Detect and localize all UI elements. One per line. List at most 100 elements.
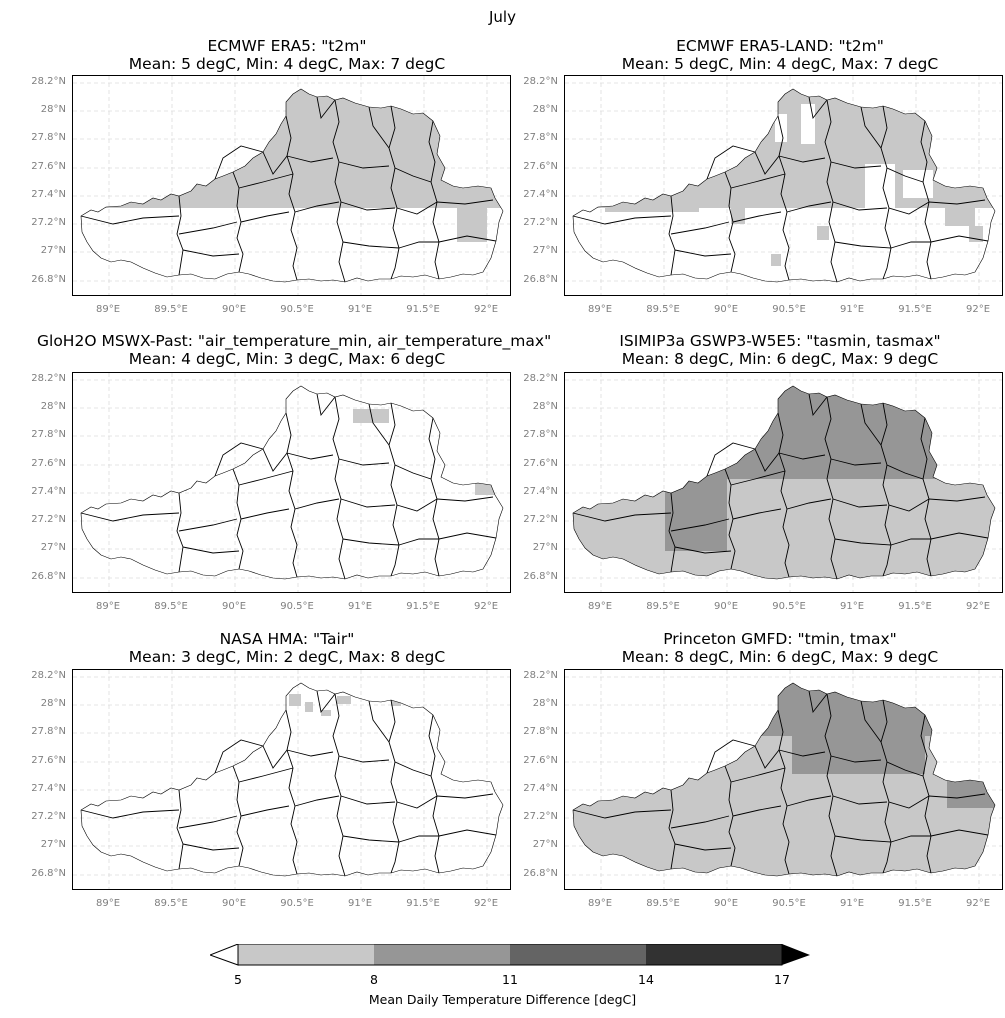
district-boundary bbox=[732, 805, 782, 817]
district-boundary bbox=[668, 789, 676, 870]
y-tick-label: 27.4°N bbox=[31, 486, 66, 497]
district-boundary bbox=[834, 241, 892, 249]
district-boundary bbox=[285, 412, 298, 578]
x-tick-label: 89.5°E bbox=[646, 898, 680, 909]
grid-cell bbox=[635, 736, 697, 774]
district-boundary bbox=[930, 235, 989, 243]
grid-cell bbox=[865, 164, 895, 210]
district-boundary bbox=[398, 241, 439, 249]
country-outline bbox=[572, 385, 996, 580]
x-tick-label: 90.5°E bbox=[772, 898, 806, 909]
y-tick-label: 27.4°N bbox=[31, 783, 66, 794]
district-boundary bbox=[754, 745, 780, 769]
y-tick-label: 26.8°N bbox=[523, 571, 558, 582]
district-boundary bbox=[388, 402, 400, 577]
map-svg bbox=[73, 373, 510, 592]
district-boundary bbox=[176, 195, 184, 276]
y-tick-label: 27.4°N bbox=[31, 189, 66, 200]
district-boundary bbox=[240, 211, 290, 223]
district-boundary bbox=[294, 498, 340, 510]
colorbar-tick: 14 bbox=[638, 972, 654, 987]
district-boundary bbox=[928, 793, 986, 799]
grid-cell bbox=[945, 208, 975, 226]
district-boundary bbox=[572, 215, 672, 225]
district-boundary bbox=[262, 448, 288, 472]
panel-stats: Mean: 5 degC, Min: 4 degC, Max: 7 degC bbox=[621, 55, 939, 73]
map-panel-hma: 28.2°N 28°N 27.8°N 27.6°N 27.4°N 27.2°N 27°N 26… bbox=[31, 669, 512, 919]
y-tick-label: 26.8°N bbox=[523, 274, 558, 285]
district-boundary bbox=[706, 145, 756, 180]
x-tick-label: 90.5°E bbox=[772, 304, 806, 315]
y-tick-label: 26.8°N bbox=[31, 274, 66, 285]
grid-cell bbox=[605, 208, 699, 212]
y-tick-label: 28°N bbox=[40, 401, 66, 412]
y-tick-label: 27.6°N bbox=[31, 755, 66, 766]
district-boundary bbox=[394, 464, 432, 480]
colorbar: 5 8 11 14 17 bbox=[208, 943, 810, 987]
y-tick-label: 28.2°N bbox=[523, 76, 558, 87]
district-boundary bbox=[388, 699, 400, 874]
district-boundary bbox=[214, 442, 264, 477]
district-boundary bbox=[930, 532, 989, 540]
district-boundary bbox=[670, 518, 730, 532]
district-boundary bbox=[674, 843, 732, 851]
map-svg bbox=[73, 670, 510, 889]
district-boundary bbox=[777, 412, 790, 578]
district-boundary bbox=[238, 173, 294, 189]
panel-name: ISIMIP3a GSWP3-W5E5: "tasmin, tasmax" bbox=[619, 332, 941, 350]
district-boundary bbox=[928, 496, 986, 502]
district-boundary bbox=[428, 714, 440, 874]
panel-title-era5: ECMWF ERA5: "t2m" Mean: 5 degC, Min: 4 d… bbox=[37, 37, 537, 73]
map-panel-era5land: 28.2°N 28°N 27.8°N 27.6°N 27.4°N 27.2°N 27°N 26… bbox=[523, 75, 1004, 325]
x-tick-label: 89.5°E bbox=[154, 601, 188, 612]
district-boundary bbox=[668, 195, 676, 276]
y-tick-label: 27.2°N bbox=[523, 217, 558, 228]
x-tick-label: 91°E bbox=[839, 601, 865, 612]
district-boundary bbox=[294, 795, 340, 807]
grid-cell bbox=[269, 688, 277, 710]
temperature-cells bbox=[573, 386, 995, 579]
district-boundary bbox=[316, 96, 336, 120]
x-tick-label: 90.5°E bbox=[280, 304, 314, 315]
panel-title-hma: NASA HMA: "Tair" Mean: 3 degC, Min: 2 de… bbox=[37, 630, 537, 666]
x-tick-label: 92°E bbox=[965, 898, 991, 909]
colorbar-tick: 17 bbox=[774, 972, 790, 987]
x-tick-label: 90°E bbox=[713, 304, 739, 315]
colorbar-bin-1 bbox=[238, 944, 374, 965]
district-boundary bbox=[176, 492, 184, 573]
district-boundary bbox=[332, 693, 346, 877]
district-boundary bbox=[182, 843, 240, 851]
grid-cell bbox=[745, 98, 757, 120]
district-boundary bbox=[396, 498, 438, 512]
x-tick-label: 91.5°E bbox=[406, 304, 440, 315]
x-tick-label: 89°E bbox=[95, 304, 121, 315]
district-boundary bbox=[808, 96, 828, 120]
district-boundary bbox=[80, 215, 180, 225]
figure-title: July bbox=[489, 8, 516, 26]
district-boundary bbox=[824, 693, 838, 877]
colorbar-tick: 11 bbox=[502, 972, 518, 987]
x-tick-label: 91°E bbox=[839, 898, 865, 909]
x-tick-label: 91.5°E bbox=[898, 304, 932, 315]
district-boundary bbox=[886, 167, 924, 183]
x-tick-label: 92°E bbox=[965, 304, 991, 315]
x-tick-label: 90°E bbox=[713, 601, 739, 612]
district-boundary bbox=[786, 498, 832, 510]
district-boundary bbox=[674, 249, 732, 257]
grid-cell bbox=[903, 170, 933, 198]
colorbar-bin-3 bbox=[510, 944, 646, 965]
y-tick-label: 27.4°N bbox=[523, 783, 558, 794]
country-outline bbox=[572, 88, 996, 283]
district-boundary bbox=[834, 835, 892, 843]
district-boundary bbox=[890, 241, 931, 249]
district-boundary bbox=[262, 745, 288, 769]
district-boundary bbox=[80, 809, 180, 819]
district-boundary bbox=[342, 538, 400, 546]
y-tick-label: 28.2°N bbox=[523, 670, 558, 681]
district-boundary bbox=[808, 393, 828, 417]
colorbar-label: Mean Daily Temperature Difference [degC] bbox=[368, 992, 637, 1007]
x-tick-label: 89°E bbox=[95, 898, 121, 909]
panel-stats: Mean: 5 degC, Min: 4 degC, Max: 7 degC bbox=[128, 55, 446, 73]
district-boundary bbox=[436, 496, 494, 502]
district-boundary bbox=[778, 749, 826, 757]
